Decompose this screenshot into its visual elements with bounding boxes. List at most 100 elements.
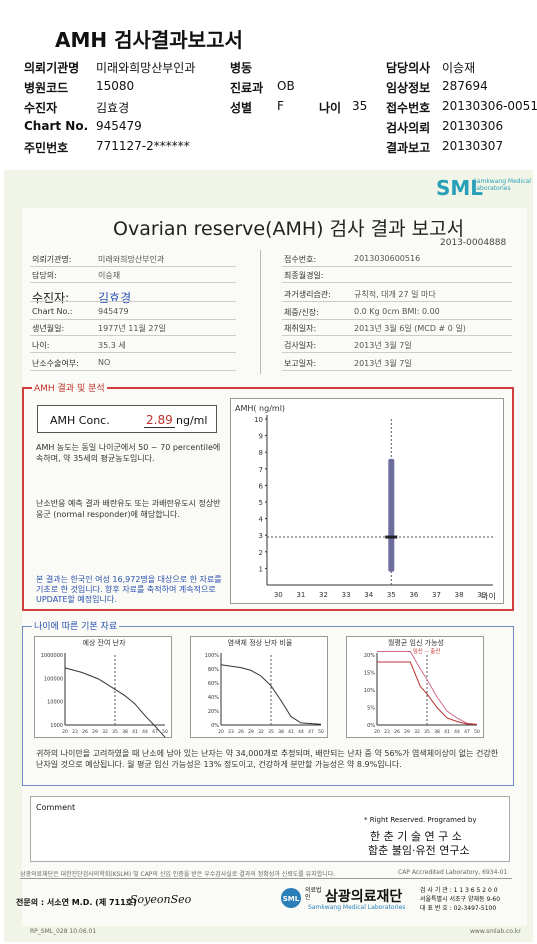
- mini-y-tick-label: 100%: [205, 653, 220, 659]
- y-axis-label: AMH( ng/ml): [235, 404, 285, 413]
- x-axis-label: 나이: [481, 591, 496, 601]
- patient-label: 의뢰기관명:: [32, 255, 72, 264]
- row-divider: [282, 301, 512, 302]
- cap-note: CAP Accredited Laboratory, 6934-01: [398, 869, 508, 876]
- header-value: 15080: [96, 79, 135, 93]
- amh-range-bar: [388, 458, 395, 572]
- y-tick-label: 3: [259, 532, 263, 540]
- header-label: 접수번호: [386, 101, 431, 115]
- mini-x-tick-label: 47: [308, 729, 314, 735]
- header-label: 검사의뢰: [386, 121, 431, 135]
- mini-x-tick-label: 29: [404, 729, 410, 735]
- mini-x-tick-label: 44: [142, 729, 148, 735]
- header-label: Chart No.: [24, 119, 89, 133]
- amh-concentration-box: AMH Conc. 2.89 ng/ml: [37, 405, 217, 433]
- patient-label: 수진자:: [32, 291, 70, 305]
- comment-label: Comment: [36, 803, 76, 812]
- mini-y-tick-label: 5%: [367, 706, 375, 712]
- header-label: 나이: [319, 101, 342, 115]
- y-tick-label: 6: [259, 482, 264, 490]
- row-divider: [282, 370, 512, 371]
- mini-y-tick-label: 0%: [211, 723, 219, 729]
- header-value: 771127-2******: [96, 139, 190, 153]
- mini-x-tick-label: 41: [288, 729, 294, 735]
- x-tick-label: 35: [387, 591, 396, 599]
- patient-value: 2013030600516: [354, 254, 421, 263]
- mini-series-line: [64, 667, 166, 738]
- mini-chart-title: 예상 잔여 난자: [82, 638, 126, 647]
- comment-box: Comment: [30, 796, 510, 862]
- mini-chart-title: 염색체 정상 난자 비율: [228, 638, 293, 647]
- patient-label: 생년월일:: [32, 324, 65, 333]
- mini-x-tick-label: 50: [318, 729, 324, 735]
- age-summary-text: 귀하의 나이만을 고려하였을 때 난소에 남아 있는 난자는 약 34,000개…: [36, 749, 499, 769]
- patient-label: 채취일자:: [284, 324, 317, 333]
- header-label: 진료과: [230, 81, 264, 95]
- report-main-title: Ovarian reserve(AMH) 검사 결과 보고서: [113, 218, 465, 240]
- x-tick-label: 38: [455, 591, 464, 599]
- contact-line: 대 표 번 호 : 02-3497-5100: [420, 905, 497, 912]
- age-data-section: [22, 626, 514, 786]
- company-english: Samkwang Medical Laboratories: [308, 904, 406, 911]
- patient-label: 최종월경일:: [284, 271, 324, 280]
- contact-info: 검 사 기 관 : 1 1 3 6 5 2 0 0 서울특별시 서초구 양재동 9…: [420, 886, 500, 913]
- info-divider: [260, 250, 261, 374]
- row-divider: [30, 370, 236, 371]
- amh-point: [385, 535, 398, 539]
- header-label: 병원코드: [24, 81, 69, 95]
- amh-section-title: AMH 결과 및 분석: [32, 381, 107, 394]
- row-divider: [30, 335, 236, 336]
- sml-logo-subtitle: Samkwang Medical Laboratories: [473, 178, 531, 192]
- mini-x-tick-label: 29: [92, 729, 98, 735]
- doctor-signature: SoyeonSeo: [130, 893, 192, 906]
- institute-2: 함춘 불임·유전 연구소: [368, 844, 470, 857]
- doctor-name: 전문의 : 서소연 M.D. (제 711호): [16, 898, 137, 907]
- mini-y-tick-label: 20%: [208, 709, 219, 715]
- mini-series-line: [377, 661, 478, 726]
- rights-text: * Right Reserved. Programed by: [364, 816, 477, 824]
- mini-x-tick-label: 38: [278, 729, 284, 735]
- x-tick-label: 39: [477, 591, 486, 599]
- x-tick-label: 33: [342, 591, 351, 599]
- header-label: 의뢰기관명: [24, 61, 80, 75]
- age-section-title: 나이에 따른 기본 자료: [32, 619, 120, 632]
- header-label: 결과보고: [386, 141, 431, 155]
- mini-x-tick-label: 35: [268, 729, 274, 735]
- header-value: 20130307: [442, 139, 504, 153]
- x-tick-label: 31: [296, 591, 305, 599]
- x-tick-label: 32: [319, 591, 328, 599]
- contact-line: 검 사 기 관 : 1 1 3 6 5 2 0 0: [420, 887, 498, 894]
- x-tick-label: 36: [409, 591, 418, 599]
- y-tick-label: 7: [259, 466, 263, 474]
- y-tick-label: 10: [254, 416, 263, 424]
- mini-x-tick-label: 35: [112, 729, 118, 735]
- mini-x-tick-label: 26: [82, 729, 88, 735]
- accreditation-note: 삼광의료재단은 대한진단검사의학회(KSLM) 및 CAP의 신임 인증을 받은…: [20, 871, 336, 878]
- header-label: 주민번호: [24, 141, 69, 155]
- row-divider: [30, 352, 236, 353]
- pregnancy-chance-chart: 월평균 임신 가능성 20 23 26 29 32 35 38 41 44 47 50 0% 5% 10% 1…: [346, 636, 484, 738]
- header-value: 35: [352, 99, 368, 113]
- patient-label: 검사일자:: [284, 341, 317, 350]
- mini-x-tick-label: 23: [72, 729, 78, 735]
- mini-y-tick-label: 15%: [364, 671, 375, 677]
- contact-line: 서울특별시 서초구 양재동 9-60: [420, 896, 501, 903]
- patient-label: 난소수술여부:: [32, 359, 79, 368]
- institute-1: 한 춘 기 술 연 구 소: [370, 830, 462, 843]
- conc-label: AMH Conc.: [50, 414, 110, 427]
- patient-value: 이승재: [98, 271, 121, 280]
- conc-value: 2.89: [144, 413, 175, 428]
- patient-label: 접수번호:: [284, 255, 317, 264]
- mini-x-tick-label: 32: [258, 729, 264, 735]
- mini-x-tick-label: 50: [162, 729, 168, 735]
- response-text: 난소반응 예측 결과 배란유도 또는 과배란유도시 정상반응군 (normal …: [36, 499, 221, 519]
- mini-y-tick-label: 10%: [364, 688, 375, 694]
- document-number: 2013-0004888: [440, 238, 507, 248]
- mini-chart-title: 월평균 임신 가능성: [388, 638, 444, 647]
- y-tick-label: 2: [259, 549, 263, 557]
- mini-x-tick-label: 47: [152, 729, 158, 735]
- amh-result-section: [22, 387, 514, 611]
- mini-x-tick-label: 44: [454, 729, 460, 735]
- mini-x-tick-label: 29: [248, 729, 254, 735]
- svg-text:SML: SML: [283, 895, 300, 903]
